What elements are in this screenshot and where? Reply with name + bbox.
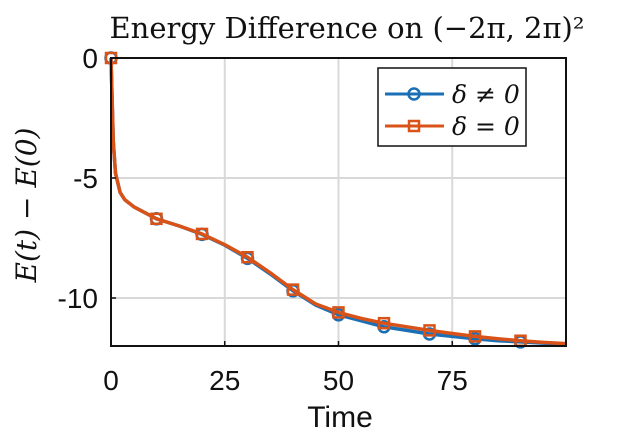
y-axis-label: E(t) − E(0) <box>10 128 43 284</box>
tick-labels: 0 25 50 75 0 -5 -10 <box>58 43 468 396</box>
data-point <box>286 283 300 296</box>
legend-box <box>377 67 527 147</box>
x-tick-label: 0 <box>103 365 119 396</box>
series-layer <box>104 51 567 349</box>
series-line <box>109 57 567 346</box>
data-point <box>195 227 209 241</box>
legend-marker-square <box>407 119 421 133</box>
legend-label-delta-zero: δ = 0 <box>452 112 520 141</box>
data-point <box>241 250 254 264</box>
x-axis-label: Time <box>307 401 373 434</box>
y-tick-label: -5 <box>73 163 98 194</box>
series-1 <box>104 51 567 347</box>
y-tick-label: -10 <box>58 283 98 314</box>
data-point <box>377 316 391 330</box>
data-point <box>468 330 482 343</box>
chart-title: Energy Difference on (−2π, 2π)² <box>109 11 584 45</box>
x-tick-label: 50 <box>323 365 354 396</box>
data-point <box>423 324 436 337</box>
legend: δ ≠ 0 δ = 0 <box>377 67 527 147</box>
x-tick-label: 25 <box>209 365 240 396</box>
data-point <box>150 212 163 226</box>
y-tick-label: 0 <box>82 43 98 74</box>
x-tick-label: 75 <box>437 365 468 396</box>
legend-marker-circle <box>407 87 421 101</box>
legend-label-delta-nonzero: δ ≠ 0 <box>452 80 520 109</box>
data-point <box>332 306 345 319</box>
